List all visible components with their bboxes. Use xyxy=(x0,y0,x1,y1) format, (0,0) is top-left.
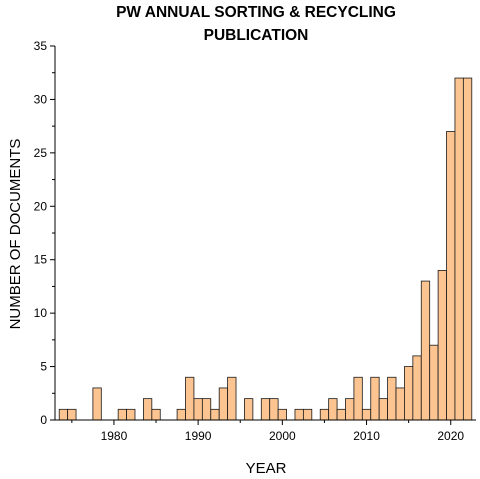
bar-2016 xyxy=(412,355,422,421)
bar-1985 xyxy=(151,408,161,421)
bar-1975 xyxy=(67,408,77,421)
bar-1974 xyxy=(58,408,69,421)
bar-2020 xyxy=(446,131,456,421)
bar-2002 xyxy=(294,408,304,421)
y-tick-label-10: 10 xyxy=(34,306,48,320)
bar-2011 xyxy=(370,376,380,421)
bar-1999 xyxy=(269,398,279,421)
bar-2017 xyxy=(420,280,431,421)
x-axis-label: YEAR xyxy=(246,460,287,477)
y-tick-label-35: 35 xyxy=(34,39,48,53)
bar-2018 xyxy=(429,344,439,421)
bar-1991 xyxy=(201,398,212,421)
x-tick-label-1990: 1990 xyxy=(185,429,212,443)
y-axis-label: NUMBER OF DOCUMENTS xyxy=(7,139,24,330)
bar-1984 xyxy=(143,398,153,421)
bar-1988 xyxy=(176,408,186,421)
x-tick-label-2010: 2010 xyxy=(353,429,380,443)
bar-2006 xyxy=(328,398,338,421)
bar-1978 xyxy=(92,387,102,421)
bar-2022 xyxy=(462,77,473,421)
bar-1992 xyxy=(210,408,220,421)
bar-2008 xyxy=(345,398,355,421)
bars-group xyxy=(58,77,473,421)
bar-2013 xyxy=(387,376,397,421)
bar-1982 xyxy=(126,408,136,421)
bar-2007 xyxy=(336,408,346,421)
y-tick-label-15: 15 xyxy=(34,253,48,267)
y-tick-label-25: 25 xyxy=(34,146,48,160)
bar-1994 xyxy=(227,376,237,421)
bar-1989 xyxy=(185,376,195,421)
bar-2003 xyxy=(302,408,313,421)
bar-1993 xyxy=(218,387,229,421)
bar-1998 xyxy=(260,398,271,421)
bar-2000 xyxy=(277,408,287,421)
y-tick-label-5: 5 xyxy=(40,360,47,374)
bar-1981 xyxy=(117,408,127,421)
chart-title-line-1: PW ANNUAL SORTING & RECYCLING xyxy=(116,4,396,21)
x-tick-label-1980: 1980 xyxy=(101,429,128,443)
bar-2019 xyxy=(437,269,447,421)
y-tick-label-0: 0 xyxy=(40,413,47,427)
bar-2015 xyxy=(404,366,414,421)
bar-2014 xyxy=(395,387,405,421)
bar-2009 xyxy=(353,376,363,421)
bar-1990 xyxy=(193,398,203,421)
bar-2021 xyxy=(454,77,464,421)
bar-2010 xyxy=(361,408,372,421)
bar-2005 xyxy=(319,408,330,421)
y-tick-label-30: 30 xyxy=(34,92,48,106)
x-tick-label-2020: 2020 xyxy=(437,429,464,443)
bar-2012 xyxy=(378,398,388,421)
y-tick-label-20: 20 xyxy=(34,199,48,213)
chart-title-line-2: PUBLICATION xyxy=(204,27,309,44)
bar-1996 xyxy=(244,398,254,421)
x-tick-label-2000: 2000 xyxy=(269,429,296,443)
axes-group: 0 5 10 15 20 25 30 35 1980 1990 2000 2010 2020 xyxy=(34,39,476,443)
